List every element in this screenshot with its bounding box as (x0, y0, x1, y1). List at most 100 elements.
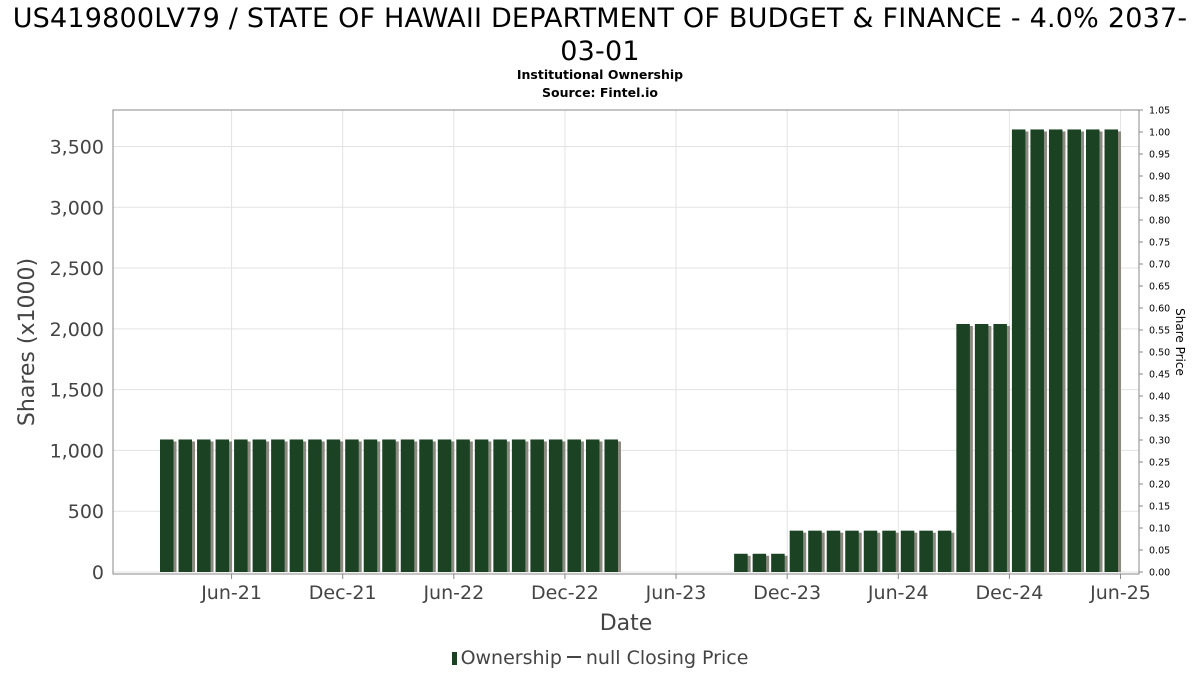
ownership-bar (1104, 129, 1119, 572)
y-tick-label: 1,500 (50, 380, 104, 402)
ownership-bar (771, 553, 785, 572)
y2-tick-label: 1.05 (1149, 106, 1170, 117)
ownership-bar (271, 439, 285, 572)
y2-tick-label: 0.90 (1149, 172, 1170, 183)
ownership-bar (474, 439, 489, 572)
y2-tick-label: 0.65 (1149, 282, 1170, 293)
chart-subtitle: Institutional Ownership (516, 67, 684, 82)
x-tick-label: Dec-24 (976, 582, 1044, 604)
ownership-bar (308, 439, 322, 572)
ownership-bar (178, 439, 193, 572)
closing-price-legend-line (566, 656, 581, 658)
ownership-bar (585, 439, 600, 572)
y-axis-ticks: 0 500 1,000 1,500 2,000 2,500 3,000 3,500 (50, 136, 104, 584)
ownership-legend-swatch (451, 652, 457, 665)
ownership-bar (919, 530, 933, 572)
x-tick-label: Dec-23 (753, 582, 821, 604)
x-tick-label: Jun-22 (422, 582, 484, 604)
y2-tick-label: 0.15 (1149, 502, 1170, 513)
ownership-bar (993, 323, 1007, 572)
y2-tick-label: 0.80 (1149, 216, 1170, 227)
ownership-bar (734, 553, 748, 572)
ownership-bar (752, 553, 767, 572)
x-tick-label: Jun-23 (645, 582, 707, 604)
ownership-bar (289, 439, 304, 572)
x-tick-label: Jun-25 (1089, 582, 1151, 604)
ownership-bar (789, 530, 804, 572)
y2-tick-label: 1.00 (1149, 128, 1170, 139)
y-tick-label: 2,000 (50, 319, 104, 341)
ownership-bar (382, 439, 396, 572)
y2-tick-label: 0.25 (1149, 458, 1170, 469)
x-axis-ticks: Jun-21 Dec-21 Jun-22 Dec-22 Jun-23 Dec-23 Jun-… (200, 574, 1151, 604)
y2-tick-label: 0.35 (1149, 414, 1170, 425)
ownership-bar (363, 439, 378, 572)
y2-tick-label: 0.70 (1149, 260, 1170, 271)
y-tick-label: 0 (92, 562, 104, 584)
ownership-bar (493, 439, 507, 572)
y-tick-label: 1,000 (50, 440, 104, 462)
ownership-bar (1067, 129, 1081, 572)
legend: Ownership null Closing Price (0, 647, 1200, 669)
y2-tick-label: 0.40 (1149, 392, 1170, 403)
ownership-bar (808, 530, 822, 572)
y2-tick-label: 0.10 (1149, 524, 1170, 535)
ownership-bar (974, 323, 989, 572)
ownership-bar (863, 530, 878, 572)
ownership-bar (530, 439, 544, 572)
bar-series (160, 129, 1122, 572)
ownership-bar (1011, 129, 1026, 572)
ownership-bar (252, 439, 267, 572)
ownership-bar (900, 530, 915, 572)
y2-axis-ticks: 0.00 0.05 0.10 0.15 0.20 0.25 0.30 0.35 0.40 0.45… (1139, 106, 1170, 579)
legend-closing-price-label: null Closing Price (585, 647, 749, 669)
ownership-bar (548, 439, 563, 572)
ownership-bar (956, 323, 970, 572)
chart-title: US419800LV79 / STATE OF HAWAII DEPARTMEN… (12, 3, 1188, 67)
ownership-bar (345, 439, 359, 572)
ownership-bar (160, 439, 174, 572)
x-tick-label: Dec-22 (531, 582, 599, 604)
ownership-bar (234, 439, 248, 572)
y-tick-label: 500 (68, 501, 104, 523)
chart-source: Source: Fintel.io (542, 85, 658, 100)
ownership-bar (937, 530, 952, 572)
y2-tick-label: 0.75 (1149, 238, 1170, 249)
ownership-bar (826, 530, 841, 572)
ownership-bar (845, 530, 859, 572)
plot-frame (112, 109, 1140, 575)
y-tick-label: 3,500 (50, 136, 104, 158)
x-tick-label: Jun-24 (867, 582, 929, 604)
y-tick-label: 3,000 (50, 197, 104, 219)
y2-tick-label: 0.00 (1149, 568, 1170, 579)
ownership-bar (1030, 129, 1044, 572)
ownership-bar (215, 439, 230, 572)
y-axis-label: Shares (x1000) (15, 258, 40, 426)
y2-tick-label: 0.20 (1149, 480, 1170, 491)
ownership-bar (326, 439, 341, 572)
ownership-bar (882, 530, 896, 572)
y2-tick-label: 0.05 (1149, 546, 1170, 557)
y2-tick-label: 0.60 (1149, 304, 1170, 315)
x-tick-label: Jun-21 (200, 582, 262, 604)
y2-tick-label: 0.55 (1149, 326, 1170, 337)
ownership-bar (1086, 129, 1100, 572)
y2-tick-label: 0.95 (1149, 150, 1170, 161)
y2-tick-label: 0.50 (1149, 348, 1170, 359)
y2-tick-label: 0.45 (1149, 370, 1170, 381)
y2-axis-label: Share Price (1173, 308, 1187, 376)
ownership-bar (437, 439, 452, 572)
y2-tick-label: 0.30 (1149, 436, 1170, 447)
x-tick-label: Dec-21 (309, 582, 377, 604)
ownership-bar (567, 439, 581, 572)
ownership-bar (197, 439, 211, 572)
ownership-bar (456, 439, 470, 572)
y2-tick-label: 0.85 (1149, 194, 1170, 205)
ownership-bar (419, 439, 433, 572)
ownership-bar (1048, 129, 1063, 572)
ownership-bar (511, 439, 526, 572)
legend-ownership-label: Ownership (460, 647, 562, 669)
ownership-bar (400, 439, 415, 572)
ownership-bar (604, 439, 618, 572)
